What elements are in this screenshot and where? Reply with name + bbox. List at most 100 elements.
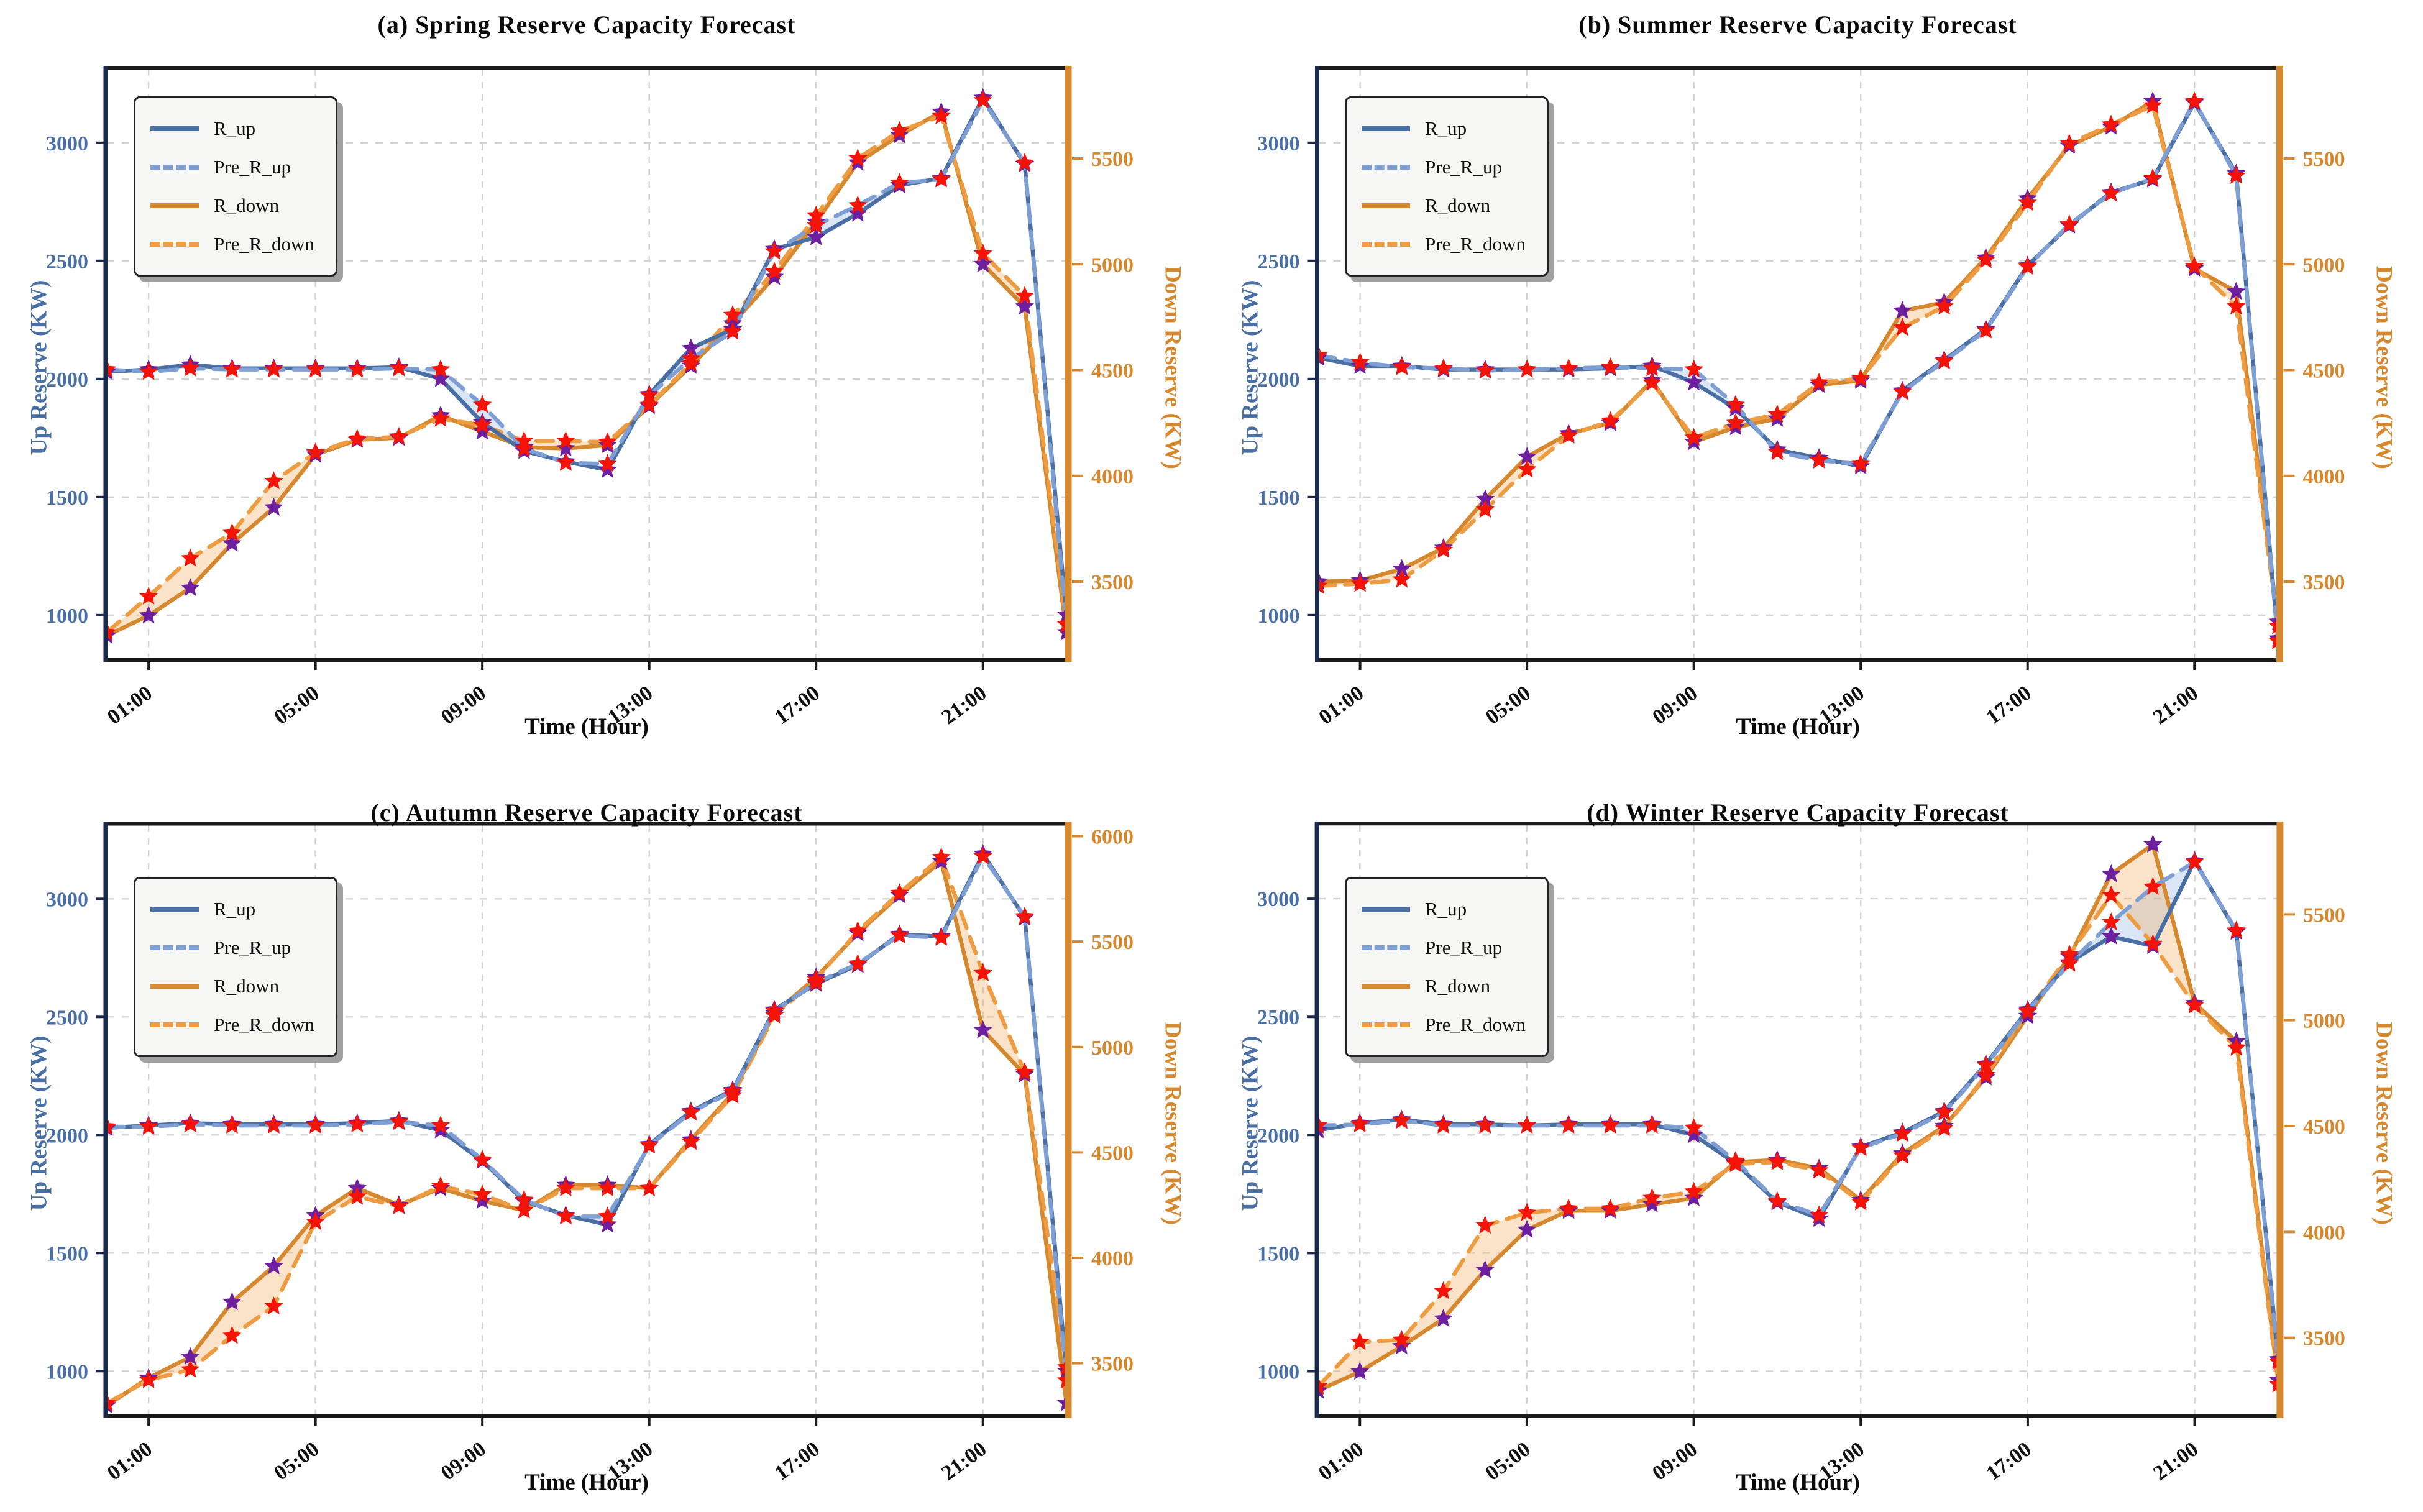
chart-canvas-autumn: 1000 1500 2000 2500 3000 3500 4000 4500 5000 5500… bbox=[46, 822, 1134, 1485]
legend-item-r-down: R_down bbox=[1362, 186, 1526, 225]
y-axis-label-left: Up Reserve (KW) bbox=[26, 1035, 52, 1211]
legend-item-pre-r-up: Pre_R_up bbox=[1362, 148, 1526, 186]
svg-text:4500: 4500 bbox=[2303, 1116, 2345, 1139]
legend-line-sample-r-down bbox=[1362, 984, 1410, 989]
legend-box: R_up Pre_R_up R_down Pre_R_down bbox=[1345, 96, 1549, 277]
svg-text:1500: 1500 bbox=[46, 487, 88, 510]
x-axis-label: Time (Hour) bbox=[524, 714, 649, 740]
legend-line-sample-pre-r-down bbox=[150, 1022, 199, 1027]
legend-box: R_up Pre_R_up R_down Pre_R_down bbox=[1345, 877, 1549, 1057]
x-axis-label: Time (Hour) bbox=[1736, 714, 1860, 740]
svg-text:1500: 1500 bbox=[1257, 1242, 1299, 1265]
svg-text:4500: 4500 bbox=[2303, 360, 2345, 383]
chart-title: (b) Summer Reserve Capacity Forecast bbox=[1578, 11, 2017, 39]
svg-text:6000: 6000 bbox=[1091, 825, 1134, 848]
legend-item-r-down: R_down bbox=[1362, 967, 1526, 1006]
svg-text:3500: 3500 bbox=[2303, 1327, 2345, 1350]
chart-title: (c) Autumn Reserve Capacity Forecast bbox=[370, 799, 803, 827]
svg-text:1500: 1500 bbox=[1258, 487, 1300, 510]
svg-text:3500: 3500 bbox=[1091, 571, 1134, 594]
svg-text:4500: 4500 bbox=[1091, 360, 1134, 383]
svg-text:5000: 5000 bbox=[2303, 1010, 2345, 1033]
svg-text:1500: 1500 bbox=[46, 1242, 88, 1265]
svg-text:3000: 3000 bbox=[46, 888, 88, 911]
svg-text:2500: 2500 bbox=[46, 1006, 88, 1029]
svg-text:5500: 5500 bbox=[1091, 148, 1134, 171]
legend-item-pre-r-down: Pre_R_down bbox=[150, 1006, 314, 1044]
svg-text:3000: 3000 bbox=[1257, 888, 1299, 911]
y-axis-label-right: Down Reserve (KW) bbox=[1160, 266, 1186, 469]
legend-line-sample-r-down bbox=[150, 984, 199, 989]
legend-line-sample-r-up bbox=[150, 907, 199, 912]
svg-text:5000: 5000 bbox=[1091, 254, 1134, 277]
legend-item-r-up: R_up bbox=[1362, 890, 1526, 928]
svg-text:3500: 3500 bbox=[1091, 1353, 1134, 1376]
legend-line-sample-pre-r-up bbox=[150, 165, 199, 170]
legend-line-sample-r-up bbox=[1362, 907, 1410, 912]
legend-line-sample-pre-r-up bbox=[1362, 165, 1410, 170]
y-axis-label-left: Up Reserve (KW) bbox=[26, 280, 52, 456]
svg-text:5000: 5000 bbox=[1091, 1037, 1134, 1060]
y-axis-label-left: Up Reserve (KW) bbox=[1237, 280, 1263, 456]
y-axis-label-right: Down Reserve (KW) bbox=[2371, 1022, 2397, 1225]
legend-item-r-up: R_up bbox=[150, 109, 314, 148]
legend-line-sample-pre-r-down bbox=[1362, 1022, 1410, 1027]
svg-text:2500: 2500 bbox=[1258, 250, 1300, 273]
svg-text:5500: 5500 bbox=[2303, 148, 2345, 171]
svg-text:5500: 5500 bbox=[1091, 931, 1134, 954]
legend-item-pre-r-up: Pre_R_up bbox=[150, 928, 314, 967]
svg-text:4000: 4000 bbox=[1091, 1247, 1134, 1270]
legend-item-r-down: R_down bbox=[150, 186, 314, 225]
legend-line-sample-r-up bbox=[1362, 126, 1410, 131]
svg-text:5000: 5000 bbox=[2303, 254, 2345, 277]
legend-line-sample-r-down bbox=[150, 203, 199, 208]
svg-text:2500: 2500 bbox=[46, 250, 88, 273]
y-axis-label-left: Up Reserve (KW) bbox=[1237, 1035, 1263, 1211]
legend-line-sample-pre-r-down bbox=[1362, 242, 1410, 247]
legend-box: R_up Pre_R_up R_down Pre_R_down bbox=[134, 877, 337, 1057]
svg-text:3000: 3000 bbox=[46, 132, 88, 155]
svg-text:2000: 2000 bbox=[1257, 1124, 1299, 1147]
chart-canvas-winter: 1000 1500 2000 2500 3000 3500 4000 4500 5000 5500… bbox=[1257, 822, 2345, 1485]
chart-autumn: 1000 1500 2000 2500 3000 3500 4000 4500 5000 5500… bbox=[0, 756, 1211, 1512]
legend-item-r-up: R_up bbox=[1362, 109, 1526, 148]
legend-line-sample-pre-r-down bbox=[150, 242, 199, 247]
x-axis-label: Time (Hour) bbox=[1736, 1470, 1860, 1495]
svg-text:4000: 4000 bbox=[2303, 465, 2345, 488]
svg-text:1000: 1000 bbox=[46, 1360, 88, 1383]
svg-text:5500: 5500 bbox=[2303, 904, 2345, 927]
legend-box: R_up Pre_R_up R_down Pre_R_down bbox=[134, 96, 337, 277]
chart-canvas-spring: 1000 1500 2000 2500 3000 3500 4000 4500 5000 5500… bbox=[46, 66, 1134, 729]
svg-text:4000: 4000 bbox=[2303, 1221, 2345, 1244]
legend-line-sample-r-down bbox=[1362, 203, 1410, 208]
svg-text:2000: 2000 bbox=[1258, 369, 1300, 392]
legend-item-pre-r-up: Pre_R_up bbox=[150, 148, 314, 186]
chart-title: (a) Spring Reserve Capacity Forecast bbox=[377, 11, 796, 39]
svg-text:1000: 1000 bbox=[1257, 1361, 1299, 1384]
svg-text:2000: 2000 bbox=[46, 1124, 88, 1147]
svg-text:3000: 3000 bbox=[1258, 132, 1300, 155]
svg-text:1000: 1000 bbox=[46, 605, 88, 628]
y-axis-label-right: Down Reserve (KW) bbox=[2371, 266, 2397, 469]
legend-item-pre-r-down: Pre_R_down bbox=[1362, 225, 1526, 263]
svg-text:2000: 2000 bbox=[46, 369, 88, 392]
chart-winter: 1000 1500 2000 2500 3000 3500 4000 4500 5000 5500… bbox=[1211, 756, 2423, 1512]
legend-item-r-up: R_up bbox=[150, 890, 314, 928]
svg-text:4000: 4000 bbox=[1091, 465, 1134, 488]
chart-spring: 1000 1500 2000 2500 3000 3500 4000 4500 5000 5500… bbox=[0, 0, 1211, 756]
svg-text:1000: 1000 bbox=[1258, 605, 1300, 628]
x-axis-label: Time (Hour) bbox=[524, 1470, 649, 1495]
chart-summer: 1000 1500 2000 2500 3000 3500 4000 4500 5000 5500… bbox=[1211, 0, 2423, 756]
chart-title: (d) Winter Reserve Capacity Forecast bbox=[1587, 799, 2009, 827]
legend-item-pre-r-up: Pre_R_up bbox=[1362, 928, 1526, 967]
legend-line-sample-r-up bbox=[150, 126, 199, 131]
legend-item-pre-r-down: Pre_R_down bbox=[1362, 1006, 1526, 1044]
legend-line-sample-pre-r-up bbox=[1362, 945, 1410, 950]
legend-line-sample-pre-r-up bbox=[150, 945, 199, 950]
svg-text:3500: 3500 bbox=[2303, 571, 2345, 594]
legend-item-pre-r-down: Pre_R_down bbox=[150, 225, 314, 263]
svg-text:2500: 2500 bbox=[1257, 1006, 1299, 1029]
svg-text:4500: 4500 bbox=[1091, 1142, 1134, 1165]
y-axis-label-right: Down Reserve (KW) bbox=[1160, 1022, 1186, 1225]
